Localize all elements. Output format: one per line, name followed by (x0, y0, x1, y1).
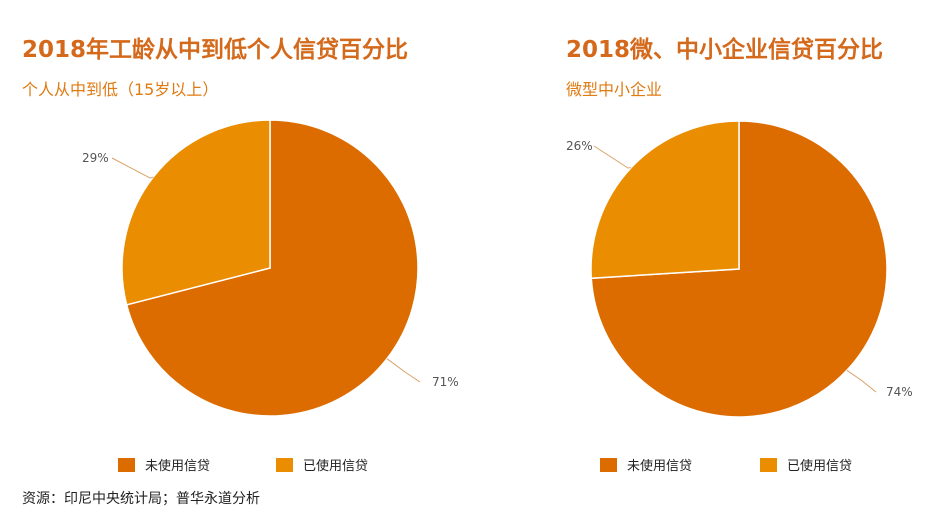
right-chart-title: 2018微、中小企业信贷百分比 (566, 37, 884, 63)
right-chart-subtitle: 微型中小企业 (566, 80, 663, 99)
legend-swatch-unused (118, 457, 135, 472)
leader-line (593, 145, 632, 169)
pie-data-label: 26% (566, 139, 593, 153)
left-pie-chart: 71% 29% (82, 119, 459, 417)
pie-slice-used (121, 119, 271, 306)
right-legend: 未使用信贷 已使用信贷 (466, 455, 932, 477)
legend-label-unused: 未使用信贷 (627, 459, 693, 474)
left-chart-panel: 2018年工龄从中到低个人信贷百分比 个人从中到低（15岁以上） 71% 29% … (0, 0, 466, 490)
legend-item-used: 已使用信贷 (760, 455, 852, 474)
pie-data-label: 71% (432, 375, 459, 389)
legend-item-unused: 未使用信贷 (600, 455, 692, 474)
left-legend: 未使用信贷 已使用信贷 (0, 455, 466, 477)
legend-swatch-used (276, 457, 293, 472)
legend-label-unused: 未使用信贷 (145, 459, 211, 474)
left-chart-subtitle: 个人从中到低（15岁以上） (22, 80, 219, 99)
legend-swatch-unused (600, 457, 617, 472)
legend-swatch-used (760, 457, 777, 472)
pie-data-label: 29% (82, 151, 109, 165)
right-pie-chart: 74% 26% (566, 120, 913, 418)
legend-label-used: 已使用信贷 (787, 459, 853, 474)
leader-line (386, 358, 421, 383)
legend-item-unused: 未使用信贷 (118, 455, 210, 474)
left-chart-title: 2018年工龄从中到低个人信贷百分比 (22, 37, 409, 63)
pie-slice-used (590, 120, 740, 280)
leader-line (111, 157, 154, 179)
leader-line (846, 369, 877, 393)
legend-label-used: 已使用信贷 (303, 459, 369, 474)
legend-item-used: 已使用信贷 (276, 455, 368, 474)
pie-data-label: 74% (886, 385, 913, 399)
right-chart-panel: 2018微、中小企业信贷百分比 微型中小企业 74% 26% 未使用信贷 已使用信… (466, 0, 932, 490)
source-note: 资源：印尼中央统计局；普华永道分析 (22, 491, 260, 507)
